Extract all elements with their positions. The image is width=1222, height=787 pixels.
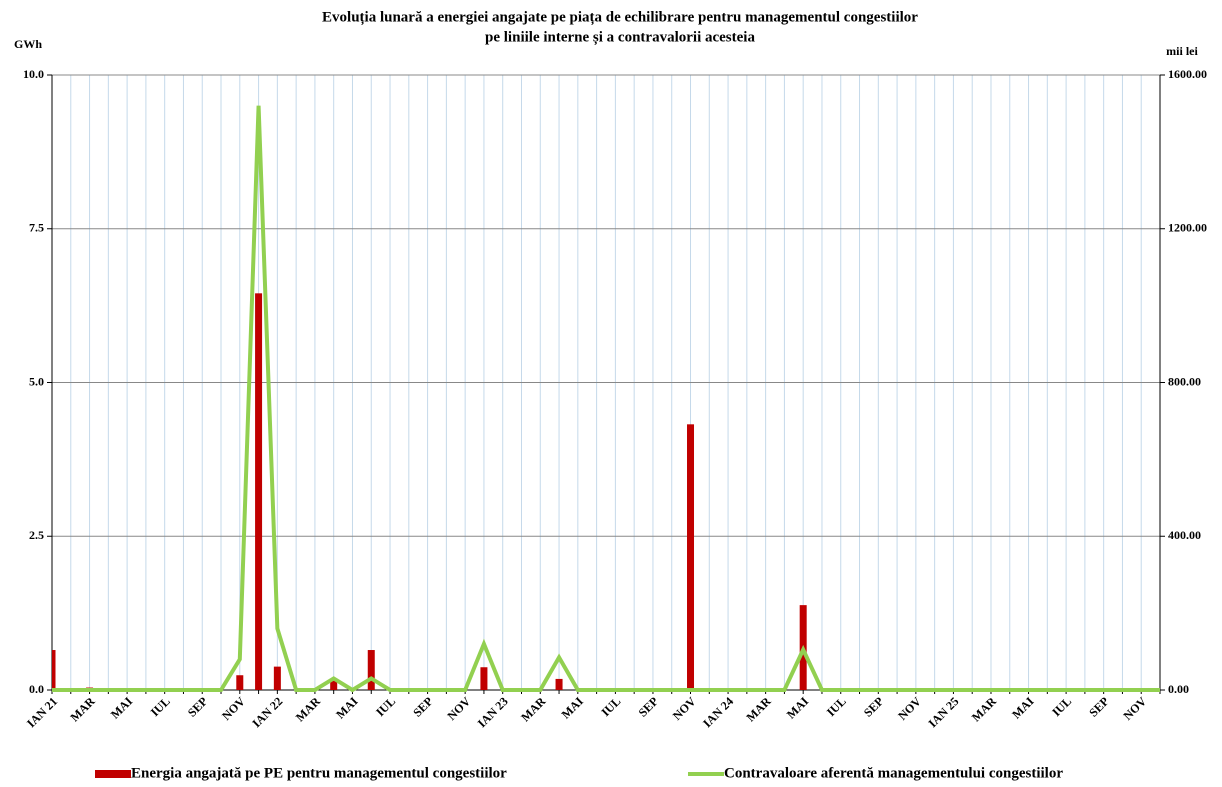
x-tick-label: MAR <box>969 694 999 724</box>
x-tick-label: NOV <box>444 694 473 723</box>
x-tick-label: SEP <box>185 694 210 719</box>
plot-area <box>52 105 1160 693</box>
x-tick-label: MAI <box>108 694 136 722</box>
x-tick-label: MAR <box>293 694 323 724</box>
x-tick-label: IUL <box>598 694 623 719</box>
bar <box>236 675 244 690</box>
x-tick-label: IUL <box>148 694 173 719</box>
x-tick-label: MAR <box>518 694 548 724</box>
x-tick-label: MAR <box>67 694 97 724</box>
x-tick-label: NOV <box>670 694 699 723</box>
chart-title: pe liniile interne și a contravalorii ac… <box>485 29 755 45</box>
x-tick-label: SEP <box>636 694 661 719</box>
x-tick-label: NOV <box>895 694 924 723</box>
y2-tick-label: 800.00 <box>1168 374 1201 388</box>
x-tick-label: NOV <box>1121 694 1150 723</box>
y-tick-label: 2.5 <box>29 528 44 542</box>
y2-tick-label: 400.00 <box>1168 528 1201 542</box>
bar <box>273 666 281 690</box>
bar <box>367 650 375 690</box>
y-tick-label: 10.0 <box>23 67 44 81</box>
x-tick-label: IAN 23 <box>475 694 511 730</box>
y-axis-label: GWh <box>14 37 42 51</box>
x-tick-label: MAI <box>559 694 587 722</box>
y2-tick-label: 1600.00 <box>1168 67 1207 81</box>
x-tick-label: SEP <box>1086 694 1111 719</box>
legend-label: Energia angajată pe PE pentru management… <box>131 765 507 781</box>
x-tick-label: IAN 22 <box>249 694 285 730</box>
y2-axis-label: mii lei <box>1166 44 1198 58</box>
bar <box>330 680 338 690</box>
x-tick-label: IUL <box>373 694 398 719</box>
x-tick-label: MAI <box>333 694 361 722</box>
line <box>52 105 1160 693</box>
bar <box>52 650 56 690</box>
legend-label: Contravaloare aferentă managementului co… <box>724 765 1063 781</box>
grid <box>47 74 1165 694</box>
y-tick-label: 7.5 <box>29 221 44 235</box>
x-tick-label: IUL <box>1049 694 1074 719</box>
legend-swatch <box>95 770 131 778</box>
x-tick-label: SEP <box>861 694 886 719</box>
bar <box>555 678 563 690</box>
y2-tick-label: 0.00 <box>1168 682 1189 696</box>
y2-tick-label: 1200.00 <box>1168 221 1207 235</box>
y-tick-label: 5.0 <box>29 374 44 388</box>
bar <box>255 293 263 690</box>
x-tick-label: SEP <box>410 694 435 719</box>
x-tick-label: IAN 24 <box>700 694 736 730</box>
x-tick-label: MAI <box>784 694 812 722</box>
x-tick-label: IAN 25 <box>925 694 961 730</box>
chart-title: Evoluția lunară a energiei angajate pe p… <box>322 9 918 25</box>
x-tick-label: NOV <box>219 694 248 723</box>
bar <box>687 424 695 690</box>
x-tick-label: IUL <box>824 694 849 719</box>
x-tick-label: MAR <box>744 694 774 724</box>
x-tick-label: MAI <box>1009 694 1037 722</box>
bar <box>480 667 488 690</box>
y-tick-label: 0.0 <box>29 682 44 696</box>
x-tick-label: IAN 21 <box>24 694 60 730</box>
